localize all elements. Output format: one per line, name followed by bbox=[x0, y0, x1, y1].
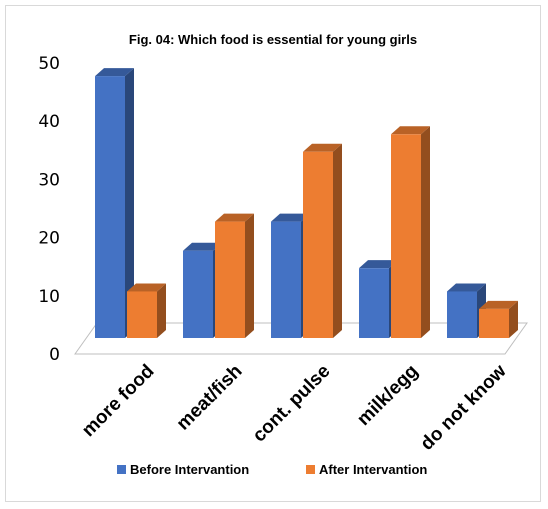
bar-front bbox=[215, 221, 245, 338]
y-tick-label: 30 bbox=[38, 170, 60, 190]
bar-top bbox=[215, 213, 254, 222]
bars bbox=[95, 68, 518, 338]
bar bbox=[479, 300, 518, 338]
y-tick-label: 40 bbox=[38, 112, 60, 132]
y-tick-label: 50 bbox=[38, 54, 60, 74]
bar-top bbox=[127, 283, 166, 292]
legend: Before Intervantion After Intervantion bbox=[117, 462, 427, 477]
bar bbox=[127, 283, 166, 338]
legend-swatch-after bbox=[306, 465, 315, 474]
y-tick-label: 10 bbox=[38, 287, 60, 307]
bar-front bbox=[391, 134, 421, 338]
y-axis-ticks: 0 10 20 30 40 50 bbox=[38, 54, 60, 365]
chart-title: Fig. 04: Which food is essential for you… bbox=[129, 32, 417, 47]
bar bbox=[95, 68, 134, 338]
bar bbox=[303, 143, 342, 338]
x-tick-label: milk/egg bbox=[353, 361, 422, 430]
bar-front bbox=[447, 291, 477, 338]
legend-swatch-before bbox=[117, 465, 126, 474]
bar-front bbox=[359, 268, 389, 338]
bar-side bbox=[333, 143, 342, 338]
bar-side bbox=[509, 300, 518, 338]
legend-label-after: After Intervantion bbox=[319, 462, 427, 477]
x-tick-label: do not know bbox=[417, 361, 511, 455]
bar-top bbox=[479, 300, 518, 309]
bar-front bbox=[95, 76, 125, 338]
x-axis-ticks: more food meat/fish cont. pulse milk/eggdo … bbox=[78, 361, 511, 455]
x-tick-label: meat/fish bbox=[173, 361, 247, 435]
bar-side bbox=[157, 283, 166, 338]
bar-top bbox=[95, 68, 134, 77]
bar-front bbox=[127, 291, 157, 338]
bar bbox=[215, 213, 254, 338]
bar-front bbox=[271, 221, 301, 338]
bar-front bbox=[183, 250, 213, 338]
y-tick-label: 20 bbox=[38, 229, 60, 249]
bar-top bbox=[359, 260, 398, 269]
legend-label-before: Before Intervantion bbox=[130, 462, 249, 477]
bar-front bbox=[303, 151, 333, 338]
y-tick-label: 0 bbox=[49, 345, 60, 365]
bar-side bbox=[421, 126, 430, 338]
bar-top bbox=[391, 126, 430, 135]
bar-side bbox=[245, 213, 254, 338]
bar-top bbox=[183, 242, 222, 251]
x-tick-label: cont. pulse bbox=[249, 361, 335, 447]
bar-top bbox=[271, 213, 310, 222]
bar-side bbox=[125, 68, 134, 338]
bar-front bbox=[479, 308, 509, 338]
bar-top bbox=[447, 283, 486, 292]
x-tick-label: more food bbox=[78, 361, 159, 442]
bar-top bbox=[303, 143, 342, 152]
bar bbox=[391, 126, 430, 338]
